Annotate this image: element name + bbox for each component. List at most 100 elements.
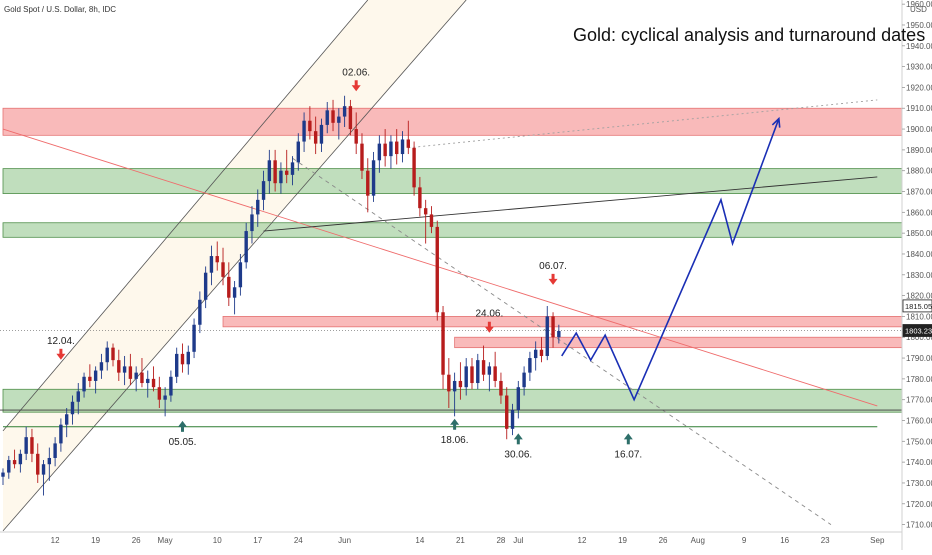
candle-body[interactable] (290, 162, 295, 175)
candle-body[interactable] (128, 366, 133, 379)
support-zone-1[interactable] (2, 168, 903, 194)
candle-body[interactable] (383, 143, 387, 157)
trend-line-channel-upper[interactable] (2, 0, 369, 432)
candle-body[interactable] (117, 360, 121, 373)
candle-body[interactable] (285, 170, 289, 175)
candle-body[interactable] (389, 141, 393, 157)
trend-line-channel-lower[interactable] (2, 0, 467, 532)
candle-body[interactable] (493, 366, 497, 381)
candle-body[interactable] (499, 380, 503, 396)
candle-body[interactable] (308, 120, 312, 132)
candle-body[interactable] (400, 139, 405, 155)
candle-body[interactable] (157, 387, 162, 400)
candle-body[interactable] (93, 370, 98, 381)
candle-body[interactable] (41, 464, 46, 475)
candle-body[interactable] (244, 231, 248, 263)
candle-body[interactable] (47, 457, 52, 465)
candle-body[interactable] (250, 214, 254, 232)
candle-body[interactable] (302, 120, 306, 142)
candle-body[interactable] (209, 256, 214, 273)
candle-body[interactable] (337, 116, 341, 123)
candle-body[interactable] (238, 262, 243, 288)
candle-body[interactable] (406, 139, 410, 148)
candle-body[interactable] (192, 324, 196, 352)
candle-body[interactable] (441, 312, 445, 375)
candle-body[interactable] (140, 372, 144, 384)
candle-body[interactable] (122, 366, 127, 373)
candle-body[interactable] (175, 353, 179, 377)
candle-body[interactable] (464, 366, 468, 388)
candle-body[interactable] (551, 316, 555, 338)
candle-body[interactable] (348, 106, 353, 130)
time-axis[interactable]: 12 19 26 May 10 17 24 Jun 14 21 28 Jul 12 19 26 Aug 9 16 2… (0, 531, 902, 545)
candle-body[interactable] (163, 395, 167, 400)
candle-body[interactable] (7, 460, 11, 473)
candle-body[interactable] (354, 129, 358, 144)
candle-body[interactable] (186, 351, 190, 365)
candle-body[interactable] (24, 437, 28, 454)
candle-body[interactable] (313, 131, 318, 144)
candle-body[interactable] (522, 372, 526, 388)
candle-body[interactable] (458, 380, 463, 388)
candle-body[interactable] (395, 141, 399, 155)
candle-body[interactable] (487, 366, 492, 375)
candle-body[interactable] (261, 181, 266, 200)
candle-body[interactable] (533, 349, 538, 359)
candle-body[interactable] (215, 256, 219, 263)
trend-line-dotted-rising[interactable] (408, 99, 878, 149)
candle-body[interactable] (470, 366, 474, 384)
candle-body[interactable] (325, 110, 329, 125)
candle-body[interactable] (70, 401, 75, 415)
candle-body[interactable] (331, 110, 335, 123)
candle-body[interactable] (180, 353, 185, 365)
candle-body[interactable] (169, 376, 173, 396)
trend-line-rising-dark[interactable] (263, 176, 878, 232)
candle-body[interactable] (528, 358, 532, 373)
candle-body[interactable] (366, 170, 370, 196)
candle-body[interactable] (510, 410, 515, 429)
candle-body[interactable] (360, 143, 364, 171)
candle-body[interactable] (505, 395, 509, 429)
candle-body[interactable] (481, 360, 486, 375)
candle-body[interactable] (105, 347, 109, 363)
candle-body[interactable] (452, 380, 457, 392)
price-axis[interactable]: 1960.00 1950.00 1940.00 1930.00 1920.00 1910.… (901, 0, 932, 550)
candle-body[interactable] (12, 460, 17, 465)
candle-body[interactable] (64, 414, 69, 425)
candle-body[interactable] (319, 124, 324, 144)
candle-body[interactable] (371, 160, 376, 196)
candle-body[interactable] (59, 424, 63, 444)
candle-body[interactable] (99, 362, 104, 371)
resistance-zone-4[interactable] (454, 336, 903, 349)
candle-body[interactable] (227, 276, 231, 298)
candle-body[interactable] (539, 349, 544, 356)
resistance-zone-0[interactable] (2, 107, 903, 136)
candle-body[interactable] (429, 214, 434, 227)
candle-body[interactable] (557, 330, 561, 338)
candle-body[interactable] (88, 376, 92, 381)
support-zone-2[interactable] (2, 222, 903, 238)
candle-body[interactable] (342, 106, 347, 117)
trend-line-red-trend[interactable] (2, 128, 878, 407)
candle-body[interactable] (412, 147, 416, 188)
candle-body[interactable] (151, 378, 156, 388)
candle-body[interactable] (36, 453, 40, 475)
candle-body[interactable] (18, 453, 23, 465)
candle-body[interactable] (273, 160, 277, 184)
candle-body[interactable] (76, 391, 80, 402)
candle-body[interactable] (198, 299, 202, 325)
candle-body[interactable] (418, 187, 422, 209)
candle-body[interactable] (545, 316, 549, 356)
candle-body[interactable] (377, 143, 382, 161)
candle-body[interactable] (82, 376, 86, 392)
resistance-zone-3[interactable] (222, 316, 903, 328)
candle-body[interactable] (256, 199, 260, 215)
support-zone-5[interactable] (2, 388, 903, 413)
candle-body[interactable] (232, 287, 237, 298)
candle-body[interactable] (111, 347, 115, 361)
candle-body[interactable] (53, 443, 57, 458)
candle-body[interactable] (146, 378, 150, 384)
candle-body[interactable] (279, 170, 283, 184)
candle-body[interactable] (221, 262, 225, 277)
